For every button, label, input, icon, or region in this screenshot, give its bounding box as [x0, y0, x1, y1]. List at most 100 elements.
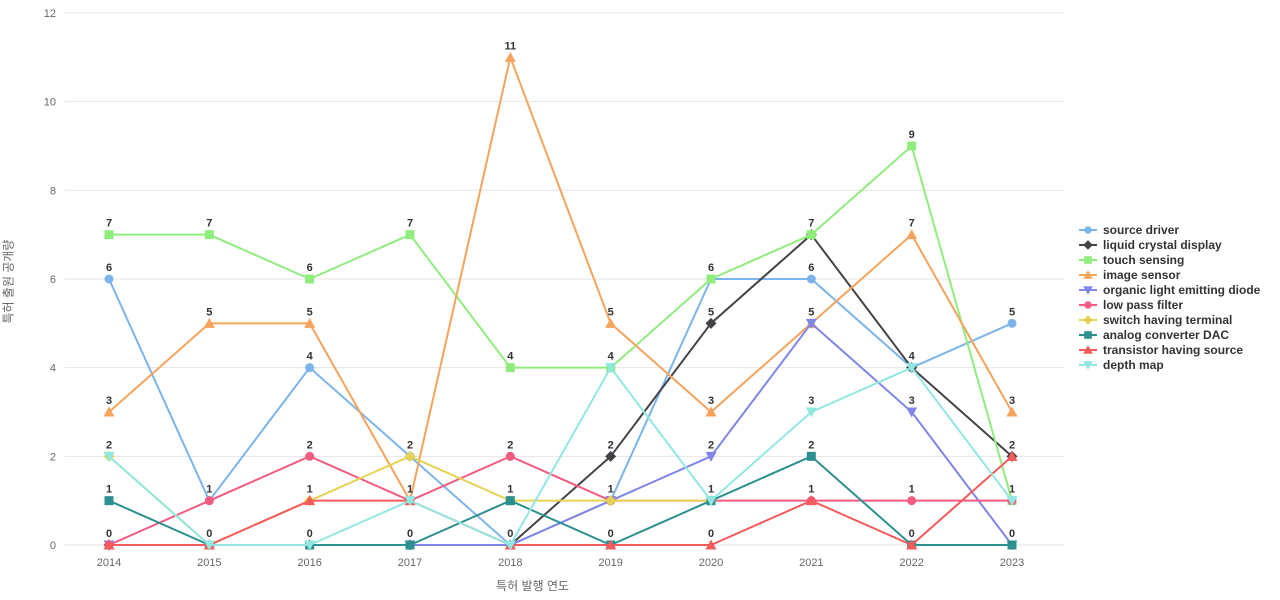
data-point-low-pass-filter-2015[interactable] [204, 496, 214, 506]
data-point-transistor-having-source-2014[interactable] [103, 539, 115, 550]
legend-marker-icon-liquid-crystal-display [1079, 239, 1097, 250]
data-label-2018-1: 1 [507, 484, 513, 496]
data-label-2016-0: 0 [307, 528, 313, 540]
data-label-2015-0: 0 [206, 528, 212, 540]
legend-label-switch-having-terminal: switch having terminal [1103, 312, 1233, 327]
series-line-image-sensor [108, 56, 1013, 502]
legend-item-analog-converter-dac[interactable]: analog converter DAC [1078, 327, 1260, 342]
data-point-transistor-having-source-2020[interactable] [705, 539, 717, 550]
data-point-depth-map-2017[interactable] [404, 496, 416, 507]
data-point-analog-converter-dac-2021[interactable] [806, 451, 816, 461]
data-point-switch-having-terminal-2019[interactable] [605, 495, 617, 507]
data-point-organic-light-emitting-diode-2022[interactable] [906, 407, 918, 418]
data-point-transistor-having-source-2023[interactable] [1006, 450, 1018, 461]
data-point-depth-map-2020[interactable] [705, 496, 717, 507]
data-point-depth-map-2018[interactable] [504, 540, 516, 551]
data-point-analog-converter-dac-2018[interactable] [505, 496, 515, 506]
data-point-touch-sensing-2022[interactable] [907, 141, 917, 151]
legend-label-liquid-crystal-display: liquid crystal display [1103, 237, 1222, 252]
data-label-2014-2: 2 [106, 439, 112, 451]
data-point-source-driver-2023[interactable] [1007, 318, 1017, 328]
data-point-touch-sensing-2015[interactable] [204, 230, 214, 240]
legend-item-source-driver[interactable]: source driver [1078, 222, 1260, 237]
data-point-touch-sensing-2018[interactable] [505, 363, 515, 373]
data-point-organic-light-emitting-diode-2021[interactable] [805, 318, 817, 329]
data-point-image-sensor-2019[interactable] [605, 317, 617, 328]
data-point-depth-map-2021[interactable] [805, 407, 817, 418]
data-point-depth-map-2019[interactable] [605, 363, 617, 374]
data-label-2021-7: 7 [808, 218, 814, 230]
data-point-depth-map-2015[interactable] [203, 540, 215, 551]
data-point-liquid-crystal-display-2020[interactable] [705, 317, 717, 329]
data-point-transistor-having-source-2016[interactable] [304, 495, 316, 506]
data-point-depth-map-2022[interactable] [906, 363, 918, 374]
data-point-low-pass-filter-2016[interactable] [305, 451, 315, 461]
data-label-2021-3: 3 [808, 395, 814, 407]
series-line-depth-map [108, 366, 1013, 546]
legend-item-image-sensor[interactable]: image sensor [1078, 267, 1260, 282]
data-label-2014-3: 3 [106, 395, 112, 407]
data-label-2020-3: 3 [708, 395, 714, 407]
data-point-image-sensor-2018[interactable] [504, 51, 516, 62]
data-label-2021-1: 1 [808, 484, 814, 496]
legend-marker-icon-organic-light-emitting-diode [1079, 285, 1097, 295]
legend-label-depth-map: depth map [1103, 357, 1164, 372]
data-point-source-driver-2016[interactable] [305, 363, 315, 373]
legend-item-organic-light-emitting-diode[interactable]: organic light emitting diode [1078, 282, 1260, 297]
data-label-2022-1: 1 [909, 484, 915, 496]
legend-item-liquid-crystal-display[interactable]: liquid crystal display [1078, 237, 1260, 252]
data-label-2020-6: 6 [708, 262, 714, 274]
legend-item-low-pass-filter[interactable]: low pass filter [1078, 297, 1260, 312]
y-tick-label-10: 10 [44, 97, 56, 109]
data-point-depth-map-2014[interactable] [103, 451, 115, 462]
data-point-image-sensor-2020[interactable] [705, 406, 717, 417]
data-point-touch-sensing-2014[interactable] [104, 230, 114, 240]
data-point-touch-sensing-2017[interactable] [405, 230, 415, 240]
data-label-2023-3: 3 [1009, 395, 1015, 407]
data-point-low-pass-filter-2022[interactable] [907, 496, 917, 506]
data-point-transistor-having-source-2019[interactable] [605, 539, 617, 550]
data-label-2016-1: 1 [307, 484, 313, 496]
y-tick-label-4: 4 [50, 363, 56, 375]
legend-item-transistor-having-source[interactable]: transistor having source [1078, 342, 1260, 357]
data-point-analog-converter-dac-2017[interactable] [405, 540, 415, 550]
data-label-2014-6: 6 [106, 262, 112, 274]
data-point-image-sensor-2014[interactable] [103, 406, 115, 417]
y-tick-label-12: 12 [44, 8, 56, 20]
data-point-switch-having-terminal-2017[interactable] [404, 450, 416, 462]
data-label-2023-2: 2 [1009, 439, 1015, 451]
data-point-analog-converter-dac-2014[interactable] [104, 496, 114, 506]
data-label-2019-2: 2 [608, 439, 614, 451]
data-point-image-sensor-2016[interactable] [304, 317, 316, 328]
data-label-2016-5: 5 [307, 306, 313, 318]
data-point-depth-map-2016[interactable] [304, 540, 316, 551]
data-label-2014-1: 1 [106, 484, 112, 496]
data-point-touch-sensing-2016[interactable] [305, 274, 315, 284]
legend-item-switch-having-terminal[interactable]: switch having terminal [1078, 312, 1260, 327]
data-label-2023-5: 5 [1009, 306, 1015, 318]
data-point-source-driver-2021[interactable] [806, 274, 816, 284]
legend-marker-icon-analog-converter-dac [1079, 330, 1097, 339]
legend-marker-icon-depth-map [1079, 360, 1097, 370]
data-point-depth-map-2023[interactable] [1006, 496, 1018, 507]
data-point-image-sensor-2022[interactable] [906, 229, 918, 240]
data-point-source-driver-2014[interactable] [104, 274, 114, 284]
data-point-analog-converter-dac-2023[interactable] [1007, 540, 1017, 550]
legend-item-depth-map[interactable]: depth map [1078, 357, 1260, 372]
data-point-transistor-having-source-2022[interactable] [906, 539, 918, 550]
data-label-2016-4: 4 [307, 351, 314, 363]
data-point-touch-sensing-2021[interactable] [806, 230, 816, 240]
data-point-transistor-having-source-2021[interactable] [805, 495, 817, 506]
legend-marker-icon-source-driver [1079, 225, 1097, 234]
data-point-image-sensor-2023[interactable] [1006, 406, 1018, 417]
data-point-organic-light-emitting-diode-2020[interactable] [705, 451, 717, 462]
data-point-low-pass-filter-2018[interactable] [505, 451, 515, 461]
x-tick-label-2018: 2018 [498, 557, 522, 569]
legend-item-touch-sensing[interactable]: touch sensing [1078, 252, 1260, 267]
legend-marker-icon-low-pass-filter [1079, 300, 1097, 309]
data-point-touch-sensing-2020[interactable] [706, 274, 716, 284]
data-point-image-sensor-2015[interactable] [203, 317, 215, 328]
legend-marker-icon-touch-sensing [1079, 255, 1097, 264]
data-point-liquid-crystal-display-2019[interactable] [605, 450, 617, 462]
data-label-2014-0: 0 [106, 528, 112, 540]
